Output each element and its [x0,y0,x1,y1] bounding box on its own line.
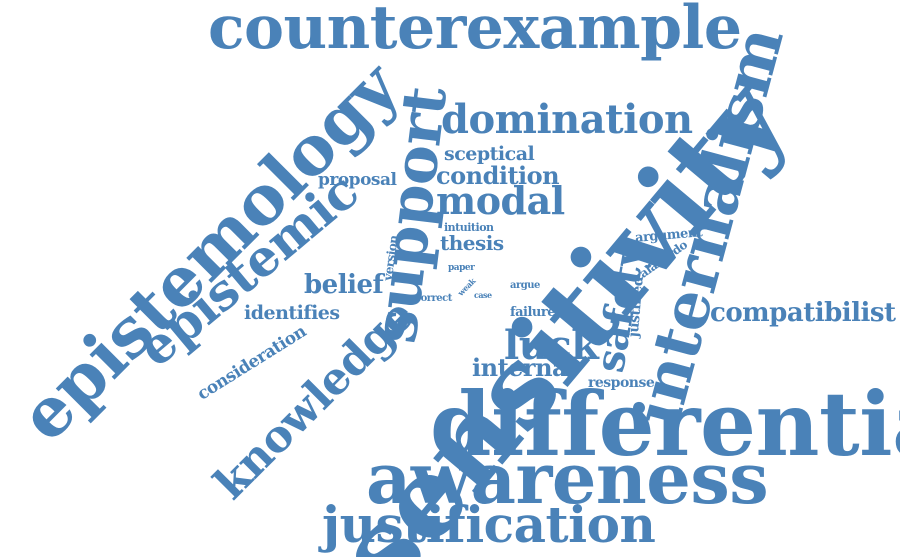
word-case: case [474,290,492,300]
word-paper: paper [448,263,475,273]
word-differential: differential [430,372,900,476]
word-luck: luck [504,322,599,369]
word-response: response [588,375,655,391]
word-correct: correct [415,293,452,304]
word-argue: argue [510,280,540,291]
word-internal: internal [472,353,576,382]
word-justification: justification [322,495,656,554]
word-modal: modal [436,178,565,223]
word-belief: belief [304,270,384,300]
word-condition: condition [436,161,560,190]
word-identifies: identifies [244,302,340,324]
word-compatibilist: compatibilist [710,298,896,328]
word-domination: domination [441,96,693,143]
word-sceptical: sceptical [444,143,535,165]
word-proposal: proposal [318,170,397,190]
word-counterexample: counterexample [208,0,742,63]
word-failure: failure [510,305,555,320]
word-intuition: intuition [444,221,494,234]
word-awareness: awareness [366,437,769,520]
word-thesis: thesis [440,231,504,255]
